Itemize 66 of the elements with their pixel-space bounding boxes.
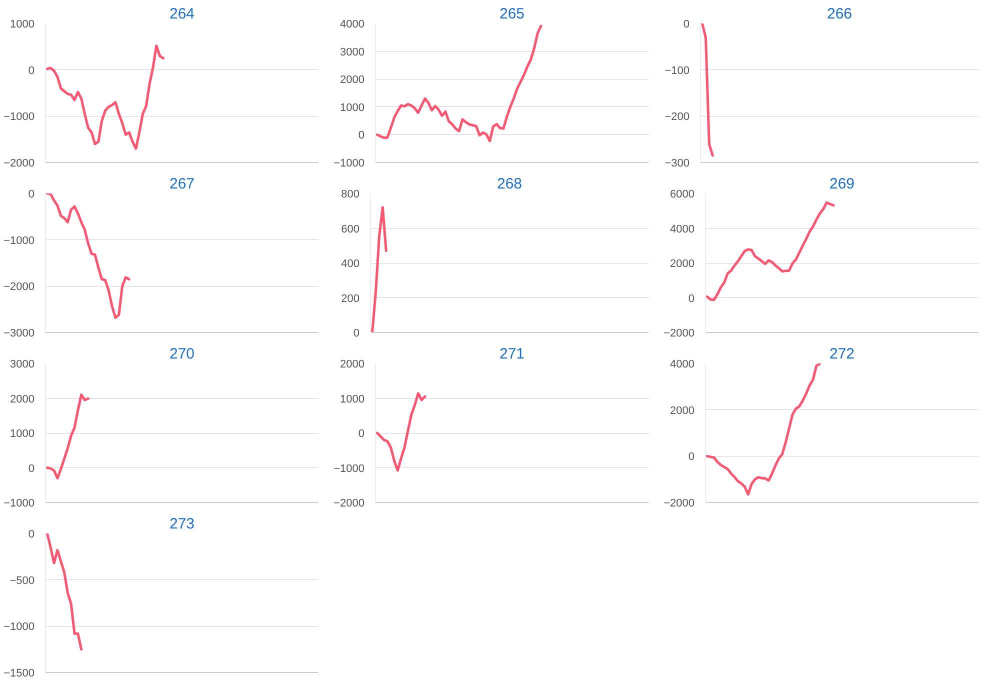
y-tick-label: 600 [341, 223, 360, 236]
chart-title: 273 [169, 516, 195, 532]
y-tick-label: −2000 [334, 498, 365, 510]
line-series [370, 206, 388, 332]
y-tick-label: −1000 [4, 234, 35, 247]
y-tick-label: 0 [688, 292, 695, 305]
y-tick-label: 1000 [340, 102, 365, 114]
y-tick-label: 1000 [340, 393, 365, 406]
y-tick-label: −3000 [4, 328, 35, 340]
chart-title: 267 [169, 176, 195, 192]
y-tick-label: 2000 [10, 393, 35, 406]
y-tick-label: 1000 [10, 18, 35, 30]
y-tick-label: 200 [341, 292, 360, 305]
y-tick-label: −300 [664, 158, 690, 170]
line-series [46, 534, 83, 651]
line-series [46, 394, 90, 480]
chart-title: 265 [499, 6, 525, 22]
y-tick-label: 0 [358, 130, 365, 142]
line-series [46, 44, 164, 150]
line-series [376, 392, 426, 472]
y-tick-label: −2000 [664, 328, 695, 340]
y-tick-label: −2000 [4, 158, 35, 170]
y-tick-label: −1000 [4, 621, 35, 634]
line-series [376, 24, 542, 142]
y-tick-label: 0 [28, 64, 35, 77]
line-series [706, 201, 835, 302]
y-tick-label: −1000 [4, 111, 35, 124]
y-tick-label: 4000 [670, 223, 695, 236]
y-tick-label: 2000 [670, 258, 695, 270]
line-series [706, 364, 822, 496]
chart-title: 270 [169, 346, 195, 362]
line-series [46, 194, 130, 319]
y-tick-label: −2000 [4, 281, 35, 294]
y-tick-label: 2000 [340, 74, 365, 86]
y-tick-label: −100 [664, 64, 690, 77]
y-tick-label: 3000 [340, 46, 365, 58]
y-tick-label: 2000 [670, 404, 695, 417]
y-tick-label: 6000 [670, 188, 695, 200]
y-tick-label: −1000 [4, 498, 35, 510]
y-tick-label: 2000 [340, 358, 365, 370]
y-tick-label: −1000 [334, 462, 365, 475]
y-tick-label: 4000 [670, 358, 695, 370]
y-tick-label: 4000 [340, 18, 365, 30]
chart-title: 269 [829, 176, 855, 192]
y-tick-label: −2000 [664, 498, 695, 510]
y-tick-label: 0 [683, 18, 690, 30]
y-tick-label: −1500 [4, 668, 35, 680]
chart-title: 264 [169, 6, 195, 22]
y-tick-label: 0 [28, 188, 35, 200]
chart-title: 272 [829, 346, 855, 362]
chart-title: 266 [826, 6, 852, 22]
y-tick-label: 1000 [10, 428, 35, 440]
chart-title: 271 [499, 346, 525, 362]
y-tick-label: 0 [28, 528, 35, 540]
y-tick-label: 0 [688, 451, 695, 464]
chart-title: 268 [496, 176, 522, 192]
y-tick-label: −1000 [334, 158, 365, 170]
y-tick-label: 400 [341, 258, 360, 270]
line-series [700, 24, 714, 157]
y-tick-label: 800 [341, 188, 360, 200]
y-tick-label: −200 [664, 111, 690, 124]
y-tick-label: 0 [28, 462, 35, 475]
y-tick-label: 3000 [10, 358, 35, 370]
y-tick-label: 0 [358, 428, 365, 440]
y-tick-label: 0 [353, 328, 360, 340]
y-tick-label: −500 [10, 574, 35, 587]
